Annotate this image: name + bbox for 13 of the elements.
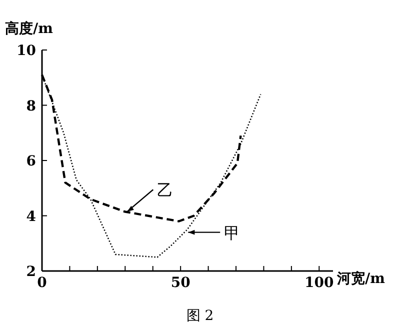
y-tick-label: 8 xyxy=(26,98,36,114)
annotation: 乙 xyxy=(157,180,174,200)
y-tick-label: 4 xyxy=(26,208,36,225)
y-tick-label: 6 xyxy=(26,154,36,170)
x-tick-label: 0 xyxy=(37,275,48,291)
annotation: 甲 xyxy=(224,223,240,242)
x-tick-label: 50 xyxy=(170,275,191,291)
x-tick-label: 100 xyxy=(304,275,334,291)
x-axis-title: 河宽/m xyxy=(336,270,386,287)
y-tick-label: 10 xyxy=(16,43,36,59)
text: 图 2 xyxy=(186,308,214,324)
y-tick-label: 2 xyxy=(26,264,36,280)
y-axis-title: 高度/m xyxy=(5,20,54,37)
